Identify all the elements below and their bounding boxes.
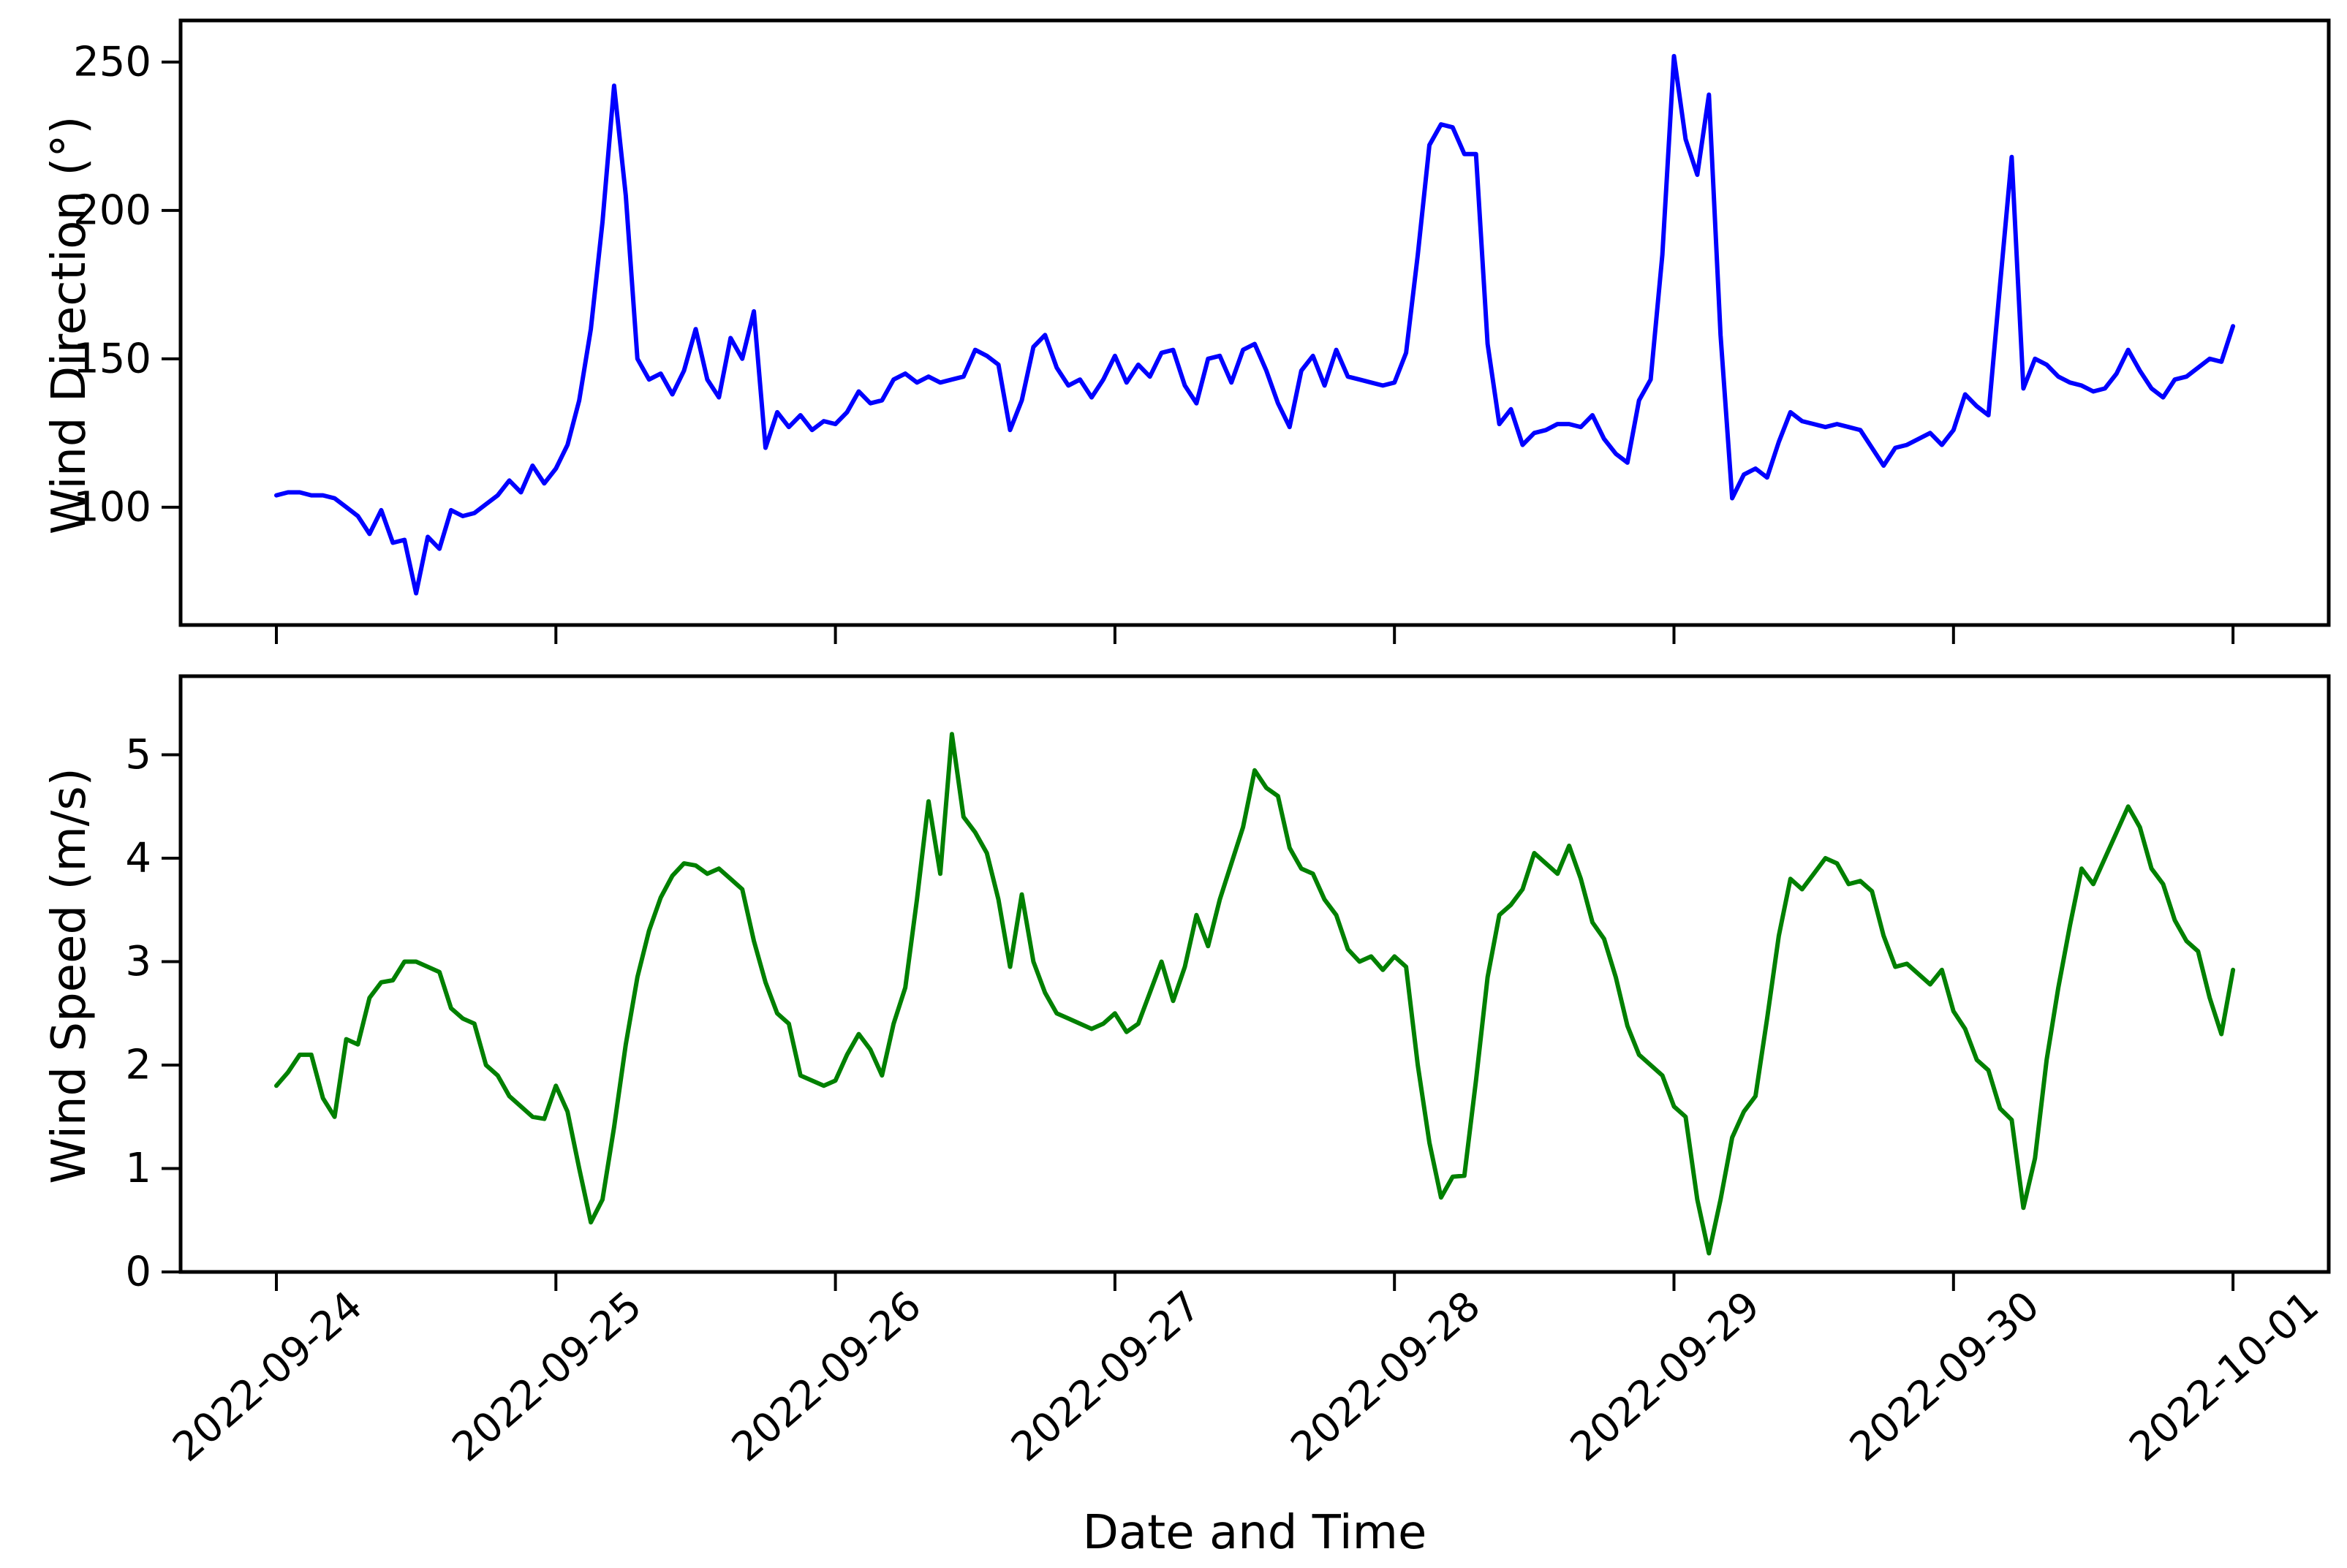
wind-direction-line bbox=[274, 53, 2236, 596]
x-tick-label-date: 2022-09-28 bbox=[1282, 1282, 1489, 1471]
wind-speed-y-tick-label: 4 bbox=[125, 835, 151, 882]
x-axis-title: Date and Time bbox=[1082, 1506, 1427, 1560]
wind-direction-y-tick-label: 250 bbox=[73, 38, 151, 86]
x-tick-label-date: 2022-09-29 bbox=[1561, 1282, 1768, 1471]
wind-direction-y-tick-label: 200 bbox=[73, 186, 151, 234]
x-tick-label-date: 2022-09-24 bbox=[164, 1282, 371, 1471]
wind-direction-plot-frame bbox=[178, 18, 2331, 627]
wind-direction-y-tick-label: 150 bbox=[73, 335, 151, 382]
wind-speed-y-tick-label: 5 bbox=[125, 731, 151, 779]
x-tick-label-date: 2022-09-30 bbox=[1841, 1282, 2048, 1471]
wind-speed-plot-frame bbox=[178, 674, 2331, 1274]
wind-speed-line bbox=[274, 732, 2236, 1256]
x-tick-label-date: 2022-09-26 bbox=[723, 1282, 930, 1471]
y-axis-title-wind-speed: Wind Speed (m/s) bbox=[42, 768, 97, 1184]
wind-speed-y-tick-label: 3 bbox=[125, 938, 151, 985]
y-axis-title-wind-direction: Wind Direction (°) bbox=[42, 115, 97, 535]
x-tick-label-date: 2022-09-25 bbox=[443, 1282, 650, 1471]
wind-speed-y-tick-label: 1 bbox=[125, 1145, 151, 1192]
wind-speed-y-tick-label: 0 bbox=[125, 1249, 151, 1296]
x-tick-label-date: 2022-10-01 bbox=[2120, 1282, 2327, 1471]
wind-speed-y-tick-label: 2 bbox=[125, 1042, 151, 1089]
wind-direction-y-tick-label: 100 bbox=[73, 483, 151, 531]
x-tick-label-date: 2022-09-27 bbox=[1002, 1282, 1209, 1471]
